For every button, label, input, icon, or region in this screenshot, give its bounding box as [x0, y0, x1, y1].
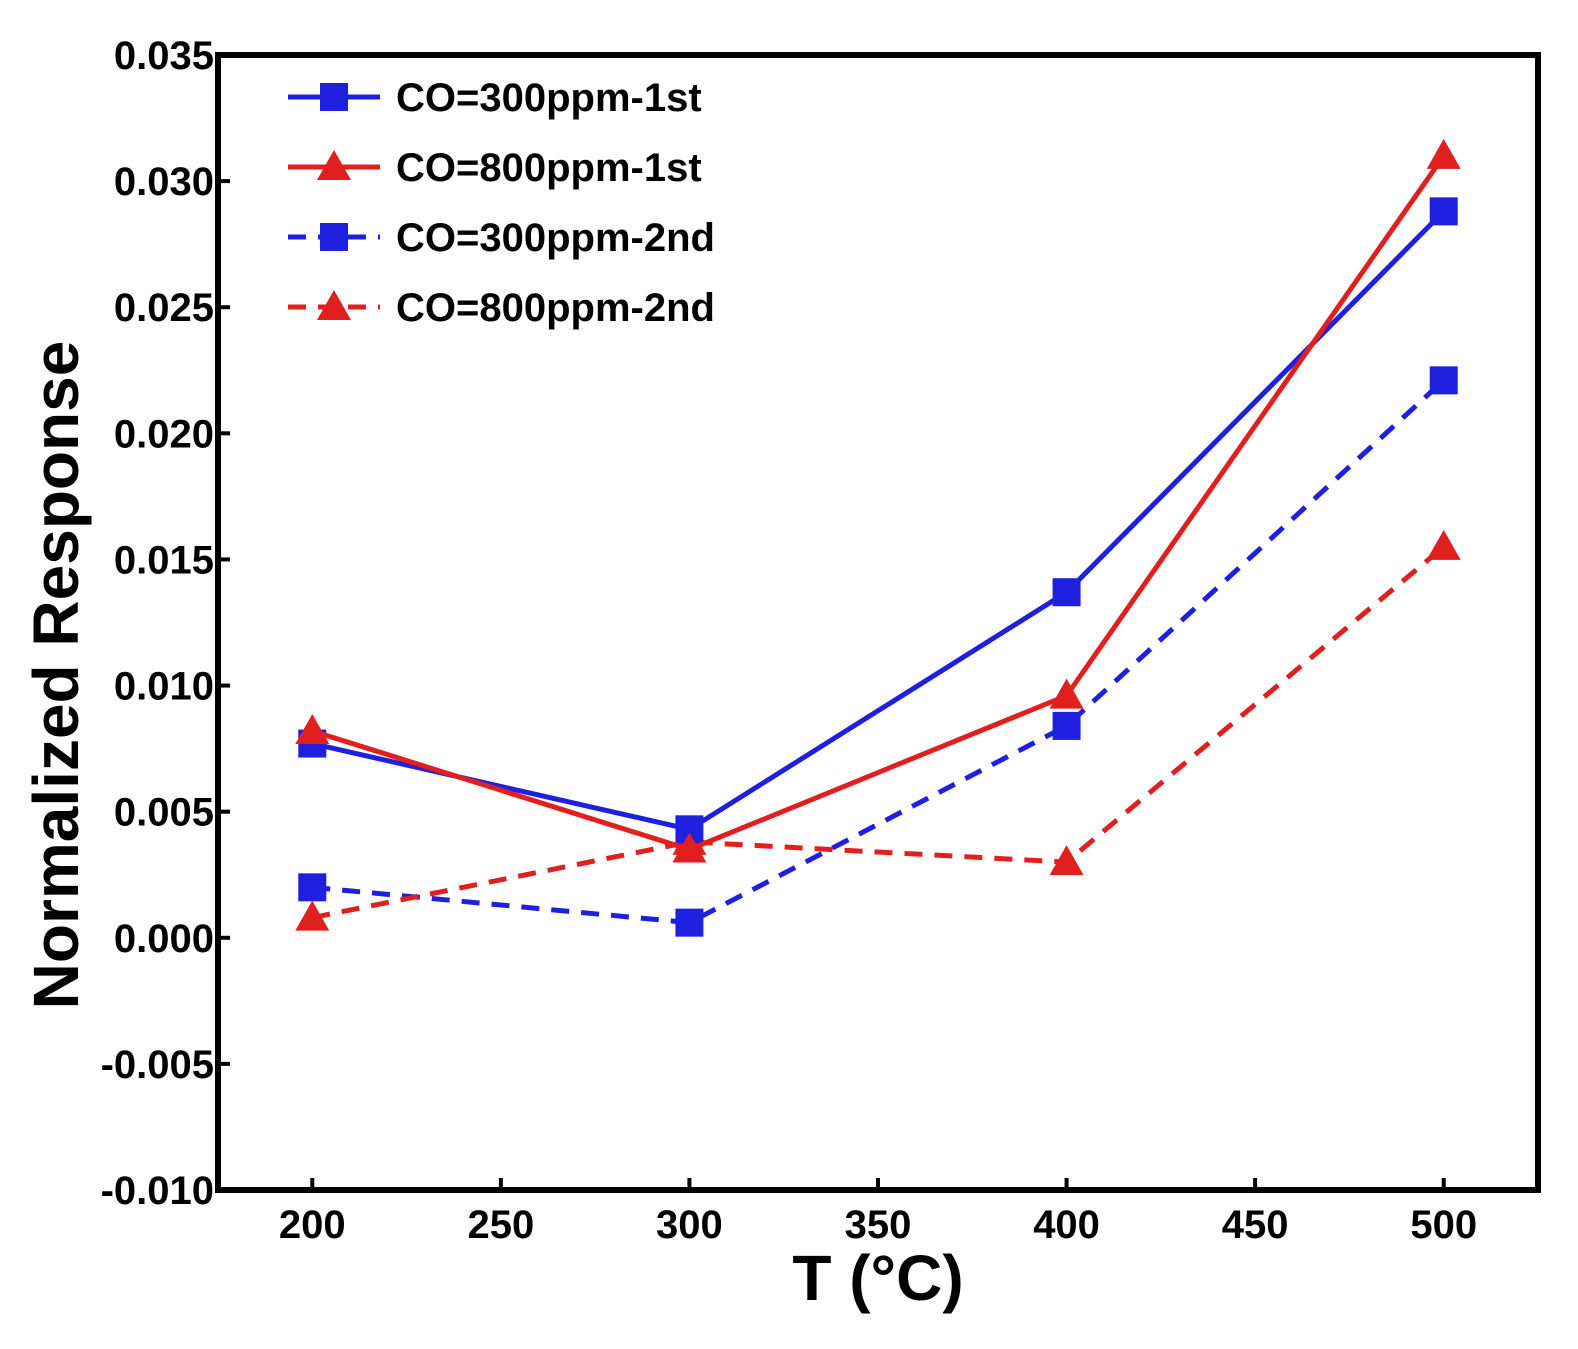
y-tick-label: 0.000	[114, 917, 214, 961]
data-point	[1049, 845, 1084, 876]
legend-label: CO=300ppm-2nd	[396, 216, 715, 260]
data-point	[675, 908, 704, 937]
data-point	[1429, 197, 1458, 226]
legend-label: CO=300ppm-1st	[396, 76, 702, 120]
series-line	[311, 154, 1446, 853]
series-line	[311, 209, 1446, 832]
data-point	[1429, 366, 1458, 395]
series-line	[312, 378, 1446, 926]
legend: CO=300ppm-1st CO=800ppm-1st CO=300ppm-2nd C…	[288, 76, 715, 330]
x-tick-label: 200	[279, 1203, 346, 1247]
x-tick-label: 400	[1033, 1203, 1100, 1247]
legend-label: CO=800ppm-1st	[396, 146, 702, 190]
legend-entry: CO=800ppm-2nd	[288, 286, 715, 330]
legend-marker	[317, 290, 351, 320]
series-line	[311, 544, 1446, 921]
series-co-800ppm-1st	[295, 138, 1461, 863]
legend-label: CO=800ppm-2nd	[396, 286, 715, 330]
x-tick-label: 500	[1410, 1203, 1477, 1247]
legend-entry: CO=800ppm-1st	[288, 146, 702, 190]
y-tick-label: -0.010	[101, 1169, 214, 1213]
data-point	[672, 832, 707, 863]
legend-marker	[317, 150, 351, 180]
legend-marker	[320, 83, 348, 111]
legend-entry: CO=300ppm-2nd	[288, 216, 715, 260]
legend-marker	[320, 223, 348, 251]
y-axis-title: Normalized Response	[20, 341, 92, 1010]
data-point	[298, 873, 327, 902]
x-tick-label: 450	[1222, 1203, 1289, 1247]
x-tick-label: 300	[656, 1203, 723, 1247]
x-tick-label: 350	[845, 1203, 912, 1247]
data-point	[295, 900, 330, 931]
data-point	[1426, 138, 1461, 169]
y-tick-label: 0.035	[114, 34, 214, 78]
y-tick-label: 0.010	[114, 665, 214, 709]
data-point	[1426, 529, 1461, 560]
y-tick-label: 0.030	[114, 160, 214, 204]
series-co-300ppm-2nd	[298, 366, 1458, 937]
legend-entry: CO=300ppm-1st	[288, 76, 702, 120]
y-tick-label: 0.025	[114, 286, 214, 330]
y-tick-label: -0.005	[101, 1043, 214, 1087]
y-tick-label: 0.020	[114, 412, 214, 456]
y-tick-label: 0.005	[114, 791, 214, 835]
x-tick-label: 250	[467, 1203, 534, 1247]
x-axis-title: T (°C)	[792, 1242, 963, 1314]
data-point	[1052, 578, 1081, 607]
data-point	[1052, 711, 1081, 740]
data-point	[295, 713, 330, 744]
data-point	[1049, 678, 1084, 709]
y-tick-label: 0.015	[114, 538, 214, 582]
